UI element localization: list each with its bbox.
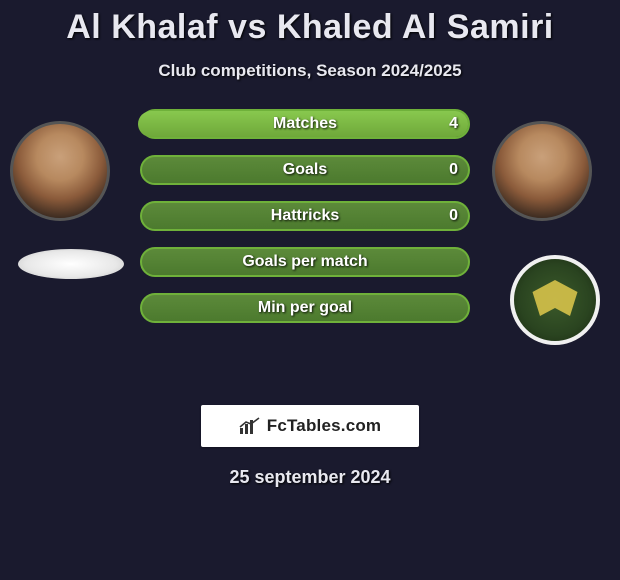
stat-row-goals: Goals 0 bbox=[140, 155, 470, 185]
stat-row-hattricks: Hattricks 0 bbox=[140, 201, 470, 231]
bar-label: Goals per match bbox=[242, 253, 367, 271]
stat-row-goals-per-match: Goals per match bbox=[140, 247, 470, 277]
bar-label: Goals bbox=[283, 161, 327, 179]
stat-row-min-per-goal: Min per goal bbox=[140, 293, 470, 323]
page-title: Al Khalaf vs Khaled Al Samiri bbox=[0, 8, 620, 47]
brand-text: FcTables.com bbox=[267, 416, 382, 436]
comparison-body: Matches 4 Goals 0 Hattricks 0 Goals per … bbox=[0, 121, 620, 401]
bar-value-right: 0 bbox=[449, 161, 458, 179]
comparison-card: Al Khalaf vs Khaled Al Samiri Club compe… bbox=[0, 0, 620, 488]
brand-box: FcTables.com bbox=[201, 405, 419, 447]
bar-value-right: 4 bbox=[449, 115, 458, 133]
bar-label: Matches bbox=[273, 115, 337, 133]
bar-label: Min per goal bbox=[258, 299, 352, 317]
player-avatar-left bbox=[10, 121, 110, 221]
club-badge-left bbox=[18, 249, 124, 279]
club-badge-right bbox=[510, 255, 600, 345]
chart-icon bbox=[239, 417, 261, 435]
date-text: 25 september 2024 bbox=[0, 467, 620, 488]
stat-row-matches: Matches 4 bbox=[140, 109, 470, 139]
eagle-icon bbox=[530, 280, 580, 320]
subtitle: Club competitions, Season 2024/2025 bbox=[0, 61, 620, 81]
bar-value-right: 0 bbox=[449, 207, 458, 225]
stat-bars: Matches 4 Goals 0 Hattricks 0 Goals per … bbox=[140, 109, 470, 339]
bar-label: Hattricks bbox=[271, 207, 339, 225]
player-avatar-right bbox=[492, 121, 592, 221]
